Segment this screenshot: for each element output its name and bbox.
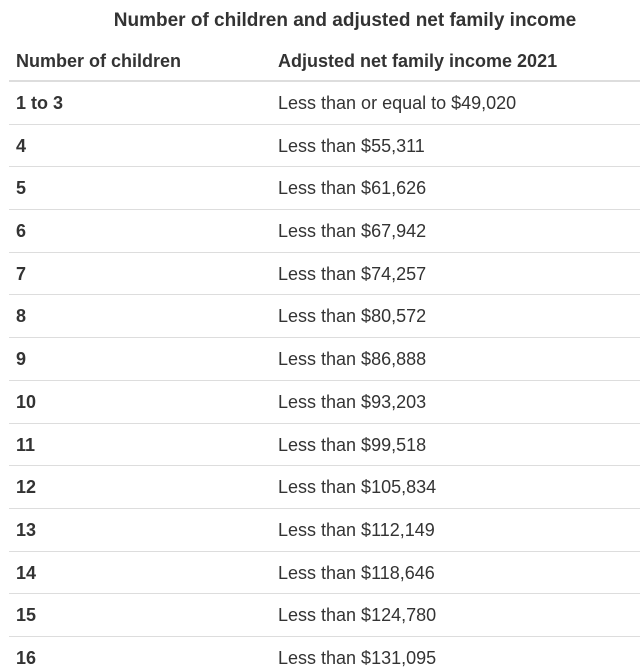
cell-number-of-children: 4 — [9, 124, 271, 168]
cell-number-of-children: 14 — [9, 551, 271, 595]
table-row: 9 Less than $86,888 — [9, 337, 640, 381]
table-row: 16 Less than $131,095 — [9, 636, 640, 671]
cell-number-of-children: 10 — [9, 380, 271, 424]
cell-income-threshold: Less than $131,095 — [271, 636, 640, 671]
column-header-adjusted-income: Adjusted net family income 2021 — [271, 43, 640, 82]
header-row: Number of children Adjusted net family i… — [9, 43, 640, 82]
column-header-number-of-children: Number of children — [9, 43, 271, 82]
cell-income-threshold: Less than $80,572 — [271, 294, 640, 339]
table-row: 15 Less than $124,780 — [9, 593, 640, 637]
cell-income-threshold: Less than $74,257 — [271, 252, 640, 296]
cell-income-threshold: Less than $112,149 — [271, 508, 640, 552]
cell-income-threshold: Less than or equal to $49,020 — [271, 81, 640, 125]
table-row: 10 Less than $93,203 — [9, 380, 640, 424]
table-row: 8 Less than $80,572 — [9, 294, 640, 339]
cell-income-threshold: Less than $55,311 — [271, 124, 640, 168]
cell-number-of-children: 16 — [9, 636, 271, 671]
table-row: 1 to 3 Less than or equal to $49,020 — [9, 81, 640, 125]
table-row: 12 Less than $105,834 — [9, 465, 640, 509]
cell-number-of-children: 13 — [9, 508, 271, 552]
table-body: 1 to 3 Less than or equal to $49,020 4 Less… — [9, 81, 640, 671]
table-title: Number of children and adjusted net fami… — [113, 10, 577, 31]
cell-number-of-children: 7 — [9, 252, 271, 296]
cell-income-threshold: Less than $105,834 — [271, 465, 640, 509]
cell-number-of-children: 8 — [9, 294, 271, 339]
cell-number-of-children: 5 — [9, 166, 271, 211]
cell-number-of-children: 6 — [9, 209, 271, 253]
cell-income-threshold: Less than $86,888 — [271, 337, 640, 381]
table-row: 11 Less than $99,518 — [9, 423, 640, 467]
table-row: 5 Less than $61,626 — [9, 166, 640, 211]
cell-income-threshold: Less than $67,942 — [271, 209, 640, 253]
table-row: 13 Less than $112,149 — [9, 508, 640, 552]
cell-income-threshold: Less than $93,203 — [271, 380, 640, 424]
cell-number-of-children: 12 — [9, 465, 271, 509]
cell-income-threshold: Less than $124,780 — [271, 593, 640, 637]
table-row: 14 Less than $118,646 — [9, 551, 640, 595]
cell-number-of-children: 15 — [9, 593, 271, 637]
cell-number-of-children: 1 to 3 — [9, 81, 271, 125]
cell-income-threshold: Less than $118,646 — [271, 551, 640, 595]
table-row: 7 Less than $74,257 — [9, 252, 640, 296]
table-row: 4 Less than $55,311 — [9, 124, 640, 168]
cell-number-of-children: 11 — [9, 423, 271, 467]
table-row: 6 Less than $67,942 — [9, 209, 640, 253]
cell-number-of-children: 9 — [9, 337, 271, 381]
children-income-table: Number of children and adjusted net fami… — [9, 0, 640, 671]
cell-income-threshold: Less than $61,626 — [271, 166, 640, 211]
cell-income-threshold: Less than $99,518 — [271, 423, 640, 467]
